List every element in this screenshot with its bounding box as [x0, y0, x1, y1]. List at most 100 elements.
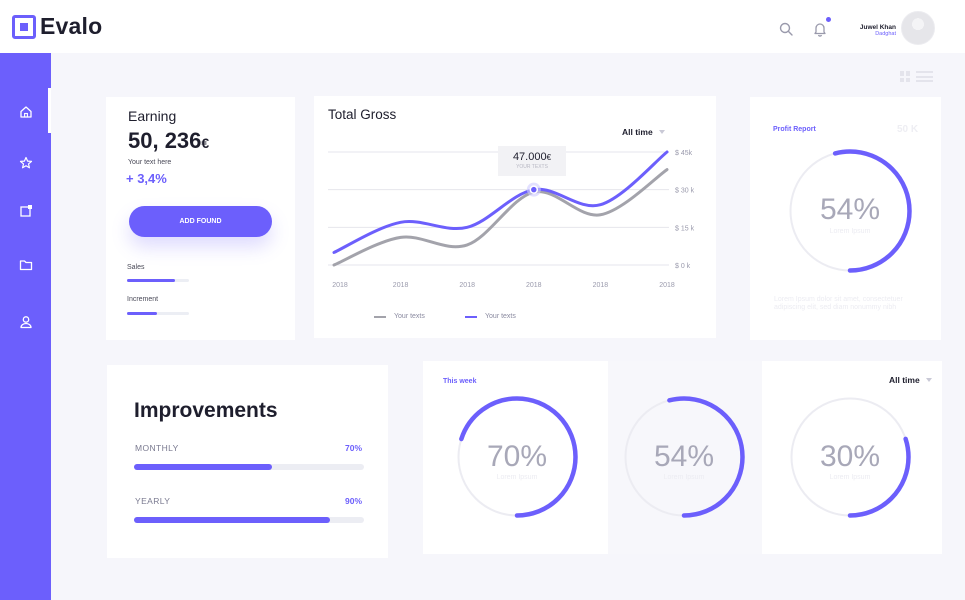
chart-tooltip: 47.000€ YOUR TEXTS [498, 146, 566, 176]
this-week-title: This week [443, 378, 477, 385]
profit-ring-subtitle: Lorem Ipsum [829, 228, 871, 235]
grid-view-icon[interactable] [900, 71, 911, 82]
increment-label: Increment [127, 296, 159, 303]
increment-progress-fill [127, 312, 157, 315]
view-toggle [900, 71, 933, 82]
legend-label-purple: Your texts [485, 313, 516, 320]
week-card-2: 54% Lorem Ipsum [608, 361, 762, 554]
app-name: Evalo [40, 13, 103, 39]
ring-progress-arc [623, 396, 745, 518]
x-tick-label: 2018 [526, 282, 542, 289]
y-tick-label: $ 45k [675, 150, 693, 157]
sales-label: Sales [127, 264, 145, 271]
series-line-2 [332, 150, 669, 254]
week-card-3: All time 30% Lorem Ipsum [762, 361, 942, 554]
week-ring-2-chart [623, 396, 745, 518]
week-ring-1-subtitle: Lorem Ipsum [496, 474, 538, 481]
earning-title: Earning [128, 108, 177, 124]
ring-progress-arc [788, 149, 912, 273]
week-ring-3: 30% Lorem Ipsum [787, 394, 913, 520]
x-tick-label: 2018 [459, 282, 475, 289]
star-icon [19, 156, 32, 169]
sales-progress [127, 279, 189, 282]
week-ring-1: 70% Lorem Ipsum [454, 394, 580, 520]
chevron-down-icon[interactable] [659, 130, 665, 134]
week-ring-3-chart [789, 396, 911, 518]
search-icon[interactable] [779, 22, 793, 36]
week-filter-dropdown[interactable]: All time [889, 375, 920, 385]
sales-progress-fill [127, 279, 176, 282]
profit-description: Lorem Ipsum dolor sit amet, consectetuer… [774, 296, 903, 311]
yearly-progress [134, 517, 364, 523]
earning-change: + 3,4% [126, 171, 167, 186]
home-icon [19, 106, 32, 118]
profit-report-card: Profit Report 50 K 54% Lorem Ipsum Lorem… [750, 97, 941, 340]
user-icon [19, 316, 32, 329]
earning-card: Earning 50, 236€ Your text here + 3,4% A… [106, 97, 295, 340]
profit-title: Profit Report [773, 126, 816, 133]
week-ring-2-subtitle: Lorem Ipsum [663, 474, 705, 481]
legend-label-gray: Your texts [394, 313, 425, 320]
ring-progress-arc [456, 396, 578, 518]
y-tick-label: $ 0 k [675, 263, 691, 270]
legend-swatch-gray [374, 315, 386, 318]
x-tick-label: 2018 [393, 282, 409, 289]
x-tick-label: 2018 [659, 282, 675, 289]
earning-value: 50, 236€ [128, 128, 209, 154]
legend-item-purple: Your texts [465, 313, 516, 320]
profit-value: 50 K [897, 124, 919, 135]
sidebar-active-indicator [48, 88, 51, 133]
user-name[interactable]: Juwel Khan [859, 24, 896, 31]
top-bar: Evalo Juwel Khan Dadghat [0, 0, 965, 53]
week-ring-1-chart [456, 396, 578, 518]
ring-progress-arc [789, 396, 911, 518]
improvements-title: Improvements [134, 399, 278, 422]
increment-progress [127, 312, 189, 315]
sidebar [0, 53, 51, 600]
tooltip-currency: € [546, 153, 552, 162]
bell-icon[interactable] [812, 21, 828, 37]
yearly-percent: 90% [344, 496, 362, 506]
monthly-percent: 70% [344, 443, 362, 453]
sidebar-item-profile[interactable] [0, 309, 51, 335]
sidebar-item-files[interactable] [0, 252, 51, 278]
earning-amount: 50, 236 [128, 128, 202, 153]
add-found-button[interactable]: ADD FOUND [129, 206, 272, 237]
earning-subtitle: Your text here [128, 159, 172, 166]
highlight-point [529, 185, 539, 194]
tooltip-amount: 47.000 [512, 151, 547, 163]
folder-icon [19, 260, 32, 271]
gross-chart: $ 0 k $ 15 k $ 30 k $ 45k 2018 2018 2018 2018 20… [328, 150, 695, 289]
profit-ring: 54% Lorem Ipsum [786, 147, 914, 275]
edit-icon [19, 205, 32, 217]
week-ring-3-subtitle: Lorem Ipsum [829, 474, 871, 481]
profit-ring-chart [788, 149, 912, 273]
notification-dot [826, 17, 831, 22]
earning-currency: € [201, 135, 210, 151]
avatar[interactable] [901, 11, 935, 45]
yearly-progress-fill [134, 517, 330, 523]
gross-filter-dropdown[interactable]: All time [622, 127, 653, 137]
sidebar-item-favorites[interactable] [0, 150, 51, 176]
week-ring-2: 54% Lorem Ipsum [621, 394, 747, 520]
chevron-down-icon[interactable] [926, 378, 932, 382]
total-gross-card: Total Gross All time $ 0 k $ 15 k $ 30 k $ … [314, 96, 716, 338]
y-tick-label: $ 15 k [675, 225, 695, 232]
week-ring-1-percent: 70% [486, 440, 548, 473]
improvements-card: Improvements MONTHLY 70% YEARLY 90% [107, 365, 388, 558]
legend-item-gray: Your texts [374, 313, 425, 320]
user-location: Dadghat [875, 31, 896, 37]
week-ring-3-percent: 30% [819, 440, 881, 473]
week-ring-2-percent: 54% [653, 440, 715, 473]
x-tick-label: 2018 [332, 282, 348, 289]
sidebar-item-home[interactable] [0, 99, 51, 125]
y-tick-label: $ 30 k [675, 188, 695, 195]
series-line-1 [332, 168, 669, 267]
logo[interactable]: Evalo [12, 13, 102, 40]
yearly-label: YEARLY [135, 496, 171, 506]
list-view-icon[interactable] [916, 71, 933, 82]
sidebar-item-notes[interactable] [0, 198, 51, 224]
profit-percent: 54% [819, 193, 881, 226]
gross-title: Total Gross [328, 107, 397, 122]
tooltip-label: YOUR TEXTS [516, 164, 548, 170]
